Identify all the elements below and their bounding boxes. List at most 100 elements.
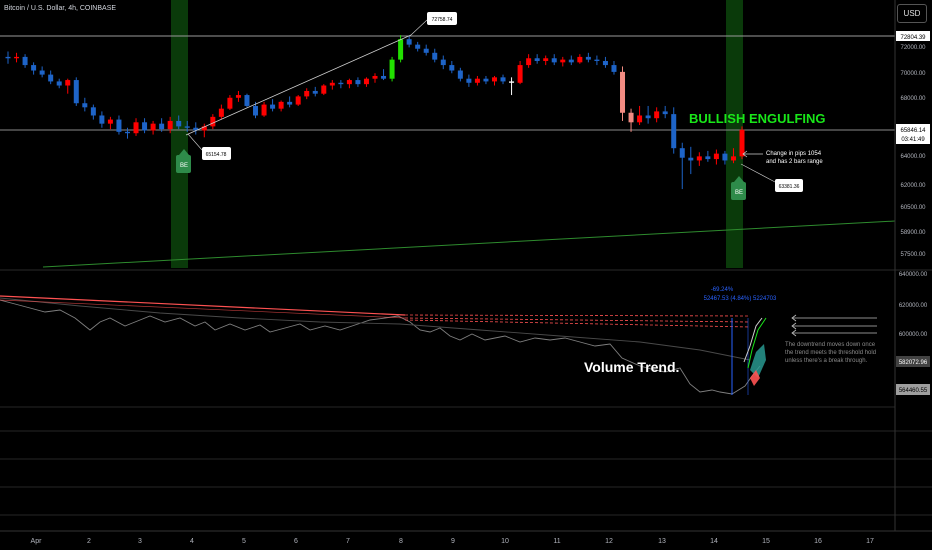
pips-note: Change in pips 1054 and has 2 bars range — [742, 150, 823, 165]
candle-body — [99, 115, 105, 124]
candle-body — [739, 129, 745, 157]
candle — [449, 60, 455, 74]
candle — [739, 126, 745, 160]
support-trendline[interactable] — [42, 220, 896, 268]
be-badge-2-text: BE — [735, 190, 743, 196]
candle-body — [483, 78, 489, 82]
candle-body — [432, 52, 438, 60]
pips-note-line2: and has 2 bars range — [766, 159, 823, 165]
candle-body — [662, 111, 668, 115]
candle — [722, 150, 728, 165]
time-tick-label: 9 — [451, 538, 455, 545]
candle-body — [474, 78, 480, 83]
candle — [338, 80, 344, 89]
current-price-marker: 65846.14 03:41:49 — [896, 124, 930, 144]
candle-body — [312, 90, 318, 94]
candle-body — [5, 56, 11, 59]
volume-trend-title: Volume Trend. — [584, 359, 679, 375]
candle — [611, 60, 617, 75]
candle — [14, 52, 20, 63]
bullish-engulfing-label: BULLISH ENGULFING — [689, 111, 826, 126]
currency-button[interactable]: USD — [897, 4, 927, 23]
candle — [662, 105, 668, 119]
highlight-band-1 — [171, 0, 188, 268]
time-tick-label: 15 — [762, 538, 770, 545]
candle — [705, 150, 711, 162]
candle-body — [654, 111, 660, 119]
candle-body — [22, 56, 28, 66]
be-badge-1: BE — [176, 149, 191, 173]
candle-body — [244, 95, 250, 106]
candle-body — [440, 59, 446, 66]
red-downtrend-line — [0, 295, 406, 316]
candle-body — [218, 108, 224, 117]
pips-note-line1: Change in pips 1054 — [766, 151, 822, 157]
time-tick-label: 8 — [399, 538, 403, 545]
candle-body — [466, 78, 472, 83]
current-price-text: 65846.14 — [900, 128, 926, 134]
highlight-band-2 — [726, 0, 743, 268]
candle — [363, 77, 369, 87]
candle-body — [568, 59, 574, 63]
candle-body — [338, 82, 344, 85]
candle — [31, 62, 37, 75]
candle-body — [500, 77, 506, 82]
candle-body — [688, 157, 694, 161]
candle — [235, 90, 241, 102]
candle-body — [321, 85, 327, 94]
candle-body — [253, 105, 259, 116]
indicator-marker-a-text: 582072.96 — [899, 360, 928, 366]
low-callout-1: 65154.78 — [187, 133, 231, 160]
volume-trend-pane[interactable]: -69.24% 52467.53 (4.84%) 5224703 Volume … — [0, 287, 877, 395]
candle — [201, 123, 207, 138]
candle — [645, 105, 651, 124]
indicator-marker-b: 564460.55 — [896, 384, 930, 395]
indicator-axis[interactable]: 640000.00 620000.00 600000.00 — [899, 272, 928, 338]
candle-body — [270, 104, 276, 109]
candle — [244, 93, 250, 108]
candle-body — [423, 48, 429, 53]
time-tick-label: 12 — [605, 538, 613, 545]
candle — [124, 127, 130, 139]
candle — [654, 107, 660, 123]
candle — [372, 73, 378, 83]
indicator-tick-label: 620000.00 — [899, 303, 928, 309]
candle-body — [150, 123, 156, 131]
candle — [423, 44, 429, 56]
candle-body — [14, 56, 20, 59]
candle-body — [235, 95, 241, 98]
candle-body — [637, 115, 643, 123]
symbol-title[interactable]: Bitcoin / U.S. Dollar, 4h, COINBASE — [4, 5, 117, 12]
candle — [253, 101, 259, 119]
high-callout-text: 72758.74 — [432, 17, 453, 23]
candle — [637, 105, 643, 126]
candle-body — [133, 122, 139, 134]
arrow-red-shape — [750, 370, 760, 386]
candle-body — [329, 82, 335, 86]
swing-line[interactable] — [185, 34, 412, 136]
price-tick-label: 64000.00 — [900, 154, 926, 160]
time-tick-label: 13 — [658, 538, 666, 545]
candle — [82, 97, 88, 112]
candle-body — [551, 58, 557, 63]
candle — [5, 51, 11, 64]
candle — [329, 80, 335, 90]
candles-layer[interactable] — [5, 35, 745, 190]
candle-body — [116, 119, 122, 132]
time-axis[interactable]: Apr 2 3 4 5 6 7 8 9 10 11 12 13 14 15 16 17 — [31, 538, 874, 545]
candle-body — [304, 90, 310, 97]
candle — [602, 56, 608, 68]
candle — [620, 66, 626, 121]
candle-body — [381, 75, 387, 79]
volume-average-line — [0, 297, 751, 361]
candle-body — [730, 156, 736, 161]
time-tick-label: 7 — [346, 538, 350, 545]
candle-body — [543, 58, 549, 61]
candle — [167, 116, 173, 134]
candle-body — [679, 148, 685, 158]
candle-body — [645, 115, 651, 119]
candle-body — [457, 70, 463, 79]
measure-percent: -69.24% — [711, 287, 734, 293]
candle-body — [611, 65, 617, 72]
